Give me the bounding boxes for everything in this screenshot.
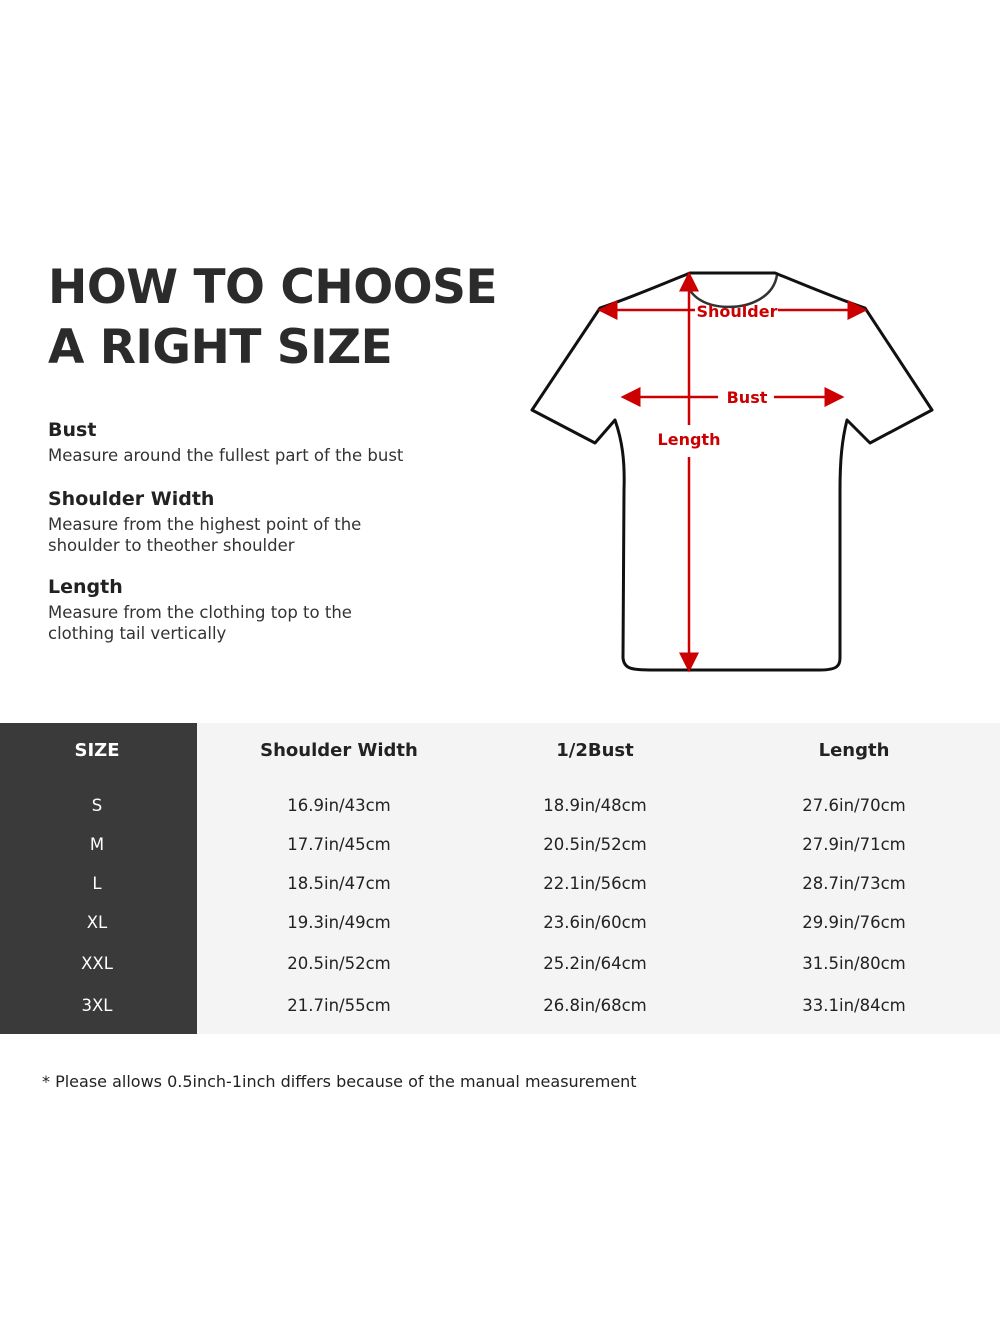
guide-length: Length Measure from the clothing top to …: [48, 576, 352, 643]
table-cell: 22.1in/56cm: [543, 874, 647, 893]
tshirt-diagram: Shoulder Bust Length: [530, 271, 934, 673]
size-label: S: [91, 796, 103, 815]
table-cell: 33.1in/84cm: [802, 996, 906, 1015]
table-cell: 21.7in/55cm: [287, 996, 391, 1015]
table-cell: 18.9in/48cm: [543, 796, 647, 815]
guide-bust: Bust Measure around the fullest part of …: [48, 419, 404, 465]
size-table: SIZE Shoulder Width 1/2Bust Length S 16.9in/4…: [0, 723, 1000, 1034]
page-title: HOW TO CHOOSE A RIGHT SIZE: [48, 260, 498, 375]
column-header: 1/2Bust: [556, 740, 634, 761]
table-cell: 20.5in/52cm: [543, 835, 647, 854]
column-header: Length: [818, 740, 890, 761]
table-cell: 29.9in/76cm: [802, 913, 906, 932]
bust-label: Bust: [727, 388, 768, 407]
table-cell: 31.5in/80cm: [802, 954, 906, 973]
table-cell: 18.5in/47cm: [287, 874, 391, 893]
size-label: 3XL: [81, 996, 113, 1015]
table-cell: 28.7in/73cm: [802, 874, 906, 893]
column-header: Shoulder Width: [260, 740, 418, 761]
table-cell: 27.9in/71cm: [802, 835, 906, 854]
table-cell: 20.5in/52cm: [287, 954, 391, 973]
tshirt-outline: [530, 271, 934, 672]
table-cell: 17.7in/45cm: [287, 835, 391, 854]
column-header: SIZE: [74, 740, 120, 761]
length-label: Length: [658, 430, 721, 449]
size-label: XL: [86, 913, 108, 932]
table-cell: 19.3in/49cm: [287, 913, 391, 932]
size-column: [0, 723, 197, 1034]
shoulder-label: Shoulder: [697, 302, 778, 321]
size-label: M: [89, 835, 105, 854]
table-cell: 26.8in/68cm: [543, 996, 647, 1015]
size-label: XXL: [81, 954, 113, 973]
measurement-note: * Please allows 0.5inch-1inch differs be…: [42, 1072, 637, 1091]
table-cell: 16.9in/43cm: [287, 796, 391, 815]
size-label: L: [92, 874, 102, 893]
guide-shoulder-width: Shoulder Width Measure from the highest …: [48, 488, 362, 555]
table-cell: 25.2in/64cm: [543, 954, 647, 973]
table-cell: 27.6in/70cm: [802, 796, 906, 815]
table-cell: 23.6in/60cm: [543, 913, 647, 932]
